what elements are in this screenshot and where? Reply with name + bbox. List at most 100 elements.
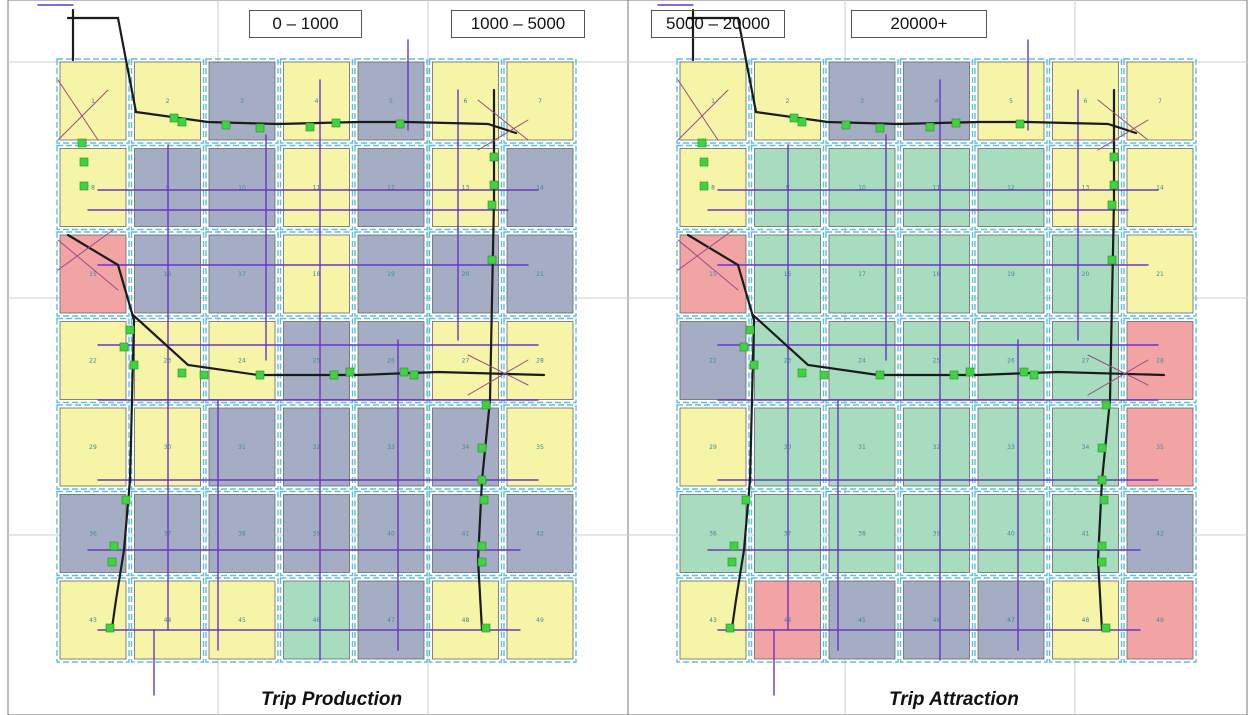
zone-cell — [828, 407, 896, 487]
zone-border — [503, 317, 577, 404]
zone-border — [899, 404, 974, 490]
zone-border — [1048, 404, 1123, 490]
zone-cell — [679, 407, 747, 487]
network-node — [331, 118, 341, 128]
zone-number-label: 47 — [1007, 617, 1015, 624]
zone-border — [354, 317, 428, 404]
zone-border — [1048, 58, 1123, 144]
network-node — [1097, 557, 1107, 567]
zone-border — [205, 404, 279, 490]
road-network-production — [37, 4, 546, 696]
zone-number-label: 34 — [462, 444, 470, 451]
zone-cell — [828, 580, 896, 660]
zone-border — [56, 58, 130, 144]
panel-frame-right — [627, 0, 1248, 715]
zone-number-label: 17 — [858, 271, 866, 278]
zone-cell — [1052, 321, 1119, 400]
major-road — [66, 16, 518, 135]
network-node — [109, 541, 119, 551]
zone-number-label: 2 — [166, 98, 170, 105]
zone-border — [503, 404, 577, 490]
zone-border — [1123, 577, 1197, 663]
zone-cell — [59, 148, 127, 227]
zone-number-label: 45 — [858, 617, 866, 624]
zone-cell — [283, 148, 350, 227]
zone-border — [130, 58, 205, 144]
zone-border — [279, 58, 354, 144]
zone-cell — [506, 234, 574, 314]
zone-cell — [1052, 61, 1119, 141]
zone-border — [825, 58, 899, 144]
zone-cell — [1126, 494, 1194, 573]
zone-cell — [977, 580, 1045, 660]
zone-number-label: 19 — [387, 271, 395, 278]
zone-number-label: 5 — [1009, 98, 1013, 105]
connector-link — [1087, 359, 1149, 396]
zone-number-label: 39 — [933, 531, 941, 538]
network-node — [1097, 541, 1107, 551]
network-node — [1109, 180, 1119, 190]
zone-border — [354, 144, 428, 231]
zone-number-label: 2 — [786, 98, 790, 105]
zone-border — [354, 404, 428, 490]
zone-number-label: 29 — [89, 444, 97, 451]
zone-border — [428, 490, 503, 577]
network-node — [727, 557, 737, 567]
zone-number-label: 27 — [1082, 358, 1090, 365]
zone-cell — [59, 407, 127, 487]
zone-number-label: 22 — [709, 358, 717, 365]
zone-cell — [1126, 61, 1194, 141]
zone-number-label: 42 — [536, 531, 544, 538]
zone-cell — [977, 148, 1045, 227]
zone-cell — [208, 148, 276, 227]
connector-link — [1097, 99, 1149, 141]
network-node — [725, 623, 735, 633]
network-node — [789, 113, 799, 123]
zone-number-label: 20 — [1082, 271, 1090, 278]
zone-cell — [208, 234, 276, 314]
network-node — [1101, 400, 1111, 410]
zone-cell — [1052, 234, 1119, 314]
network-node — [951, 118, 961, 128]
zone-number-label: 28 — [1156, 358, 1164, 365]
network-node — [1097, 475, 1107, 485]
legend-label: 20000+ — [890, 14, 948, 33]
zone-number-label: 40 — [1007, 531, 1015, 538]
zone-number-label: 27 — [462, 358, 470, 365]
network-node — [329, 370, 339, 380]
zone-border — [279, 404, 354, 490]
zone-number-label: 35 — [1156, 444, 1164, 451]
network-node — [739, 342, 749, 352]
zone-cell — [283, 494, 350, 573]
zone-number-label: 10 — [238, 185, 246, 192]
zone-border — [1048, 144, 1123, 231]
zone-cell — [828, 321, 896, 400]
legend-label: 5000 – 20000 — [666, 14, 770, 33]
network-node — [489, 152, 499, 162]
zone-border — [825, 317, 899, 404]
zone-border — [205, 317, 279, 404]
zone-cell — [828, 234, 896, 314]
zone-cell — [506, 321, 574, 400]
zone-cell — [208, 580, 276, 660]
network-node — [409, 370, 419, 380]
zone-cell — [977, 61, 1045, 141]
zone-number-label: 46 — [313, 617, 321, 624]
zone-border — [56, 317, 130, 404]
zone-border — [974, 490, 1048, 577]
zone-border — [56, 404, 130, 490]
zone-cell — [977, 234, 1045, 314]
zone-number-label: 4 — [315, 98, 319, 105]
zone-number-label: 20 — [462, 271, 470, 278]
connector-link — [57, 239, 119, 291]
zone-cell — [679, 321, 747, 400]
zone-border — [205, 58, 279, 144]
zone-number-label: 3 — [240, 98, 244, 105]
zone-number-label: 31 — [238, 444, 246, 451]
zone-number-label: 48 — [462, 617, 470, 624]
zone-number-label: 10 — [858, 185, 866, 192]
zone-number-label: 5 — [389, 98, 393, 105]
zone-border — [825, 144, 899, 231]
zone-number-label: 1 — [91, 98, 95, 105]
zone-border — [279, 144, 354, 231]
